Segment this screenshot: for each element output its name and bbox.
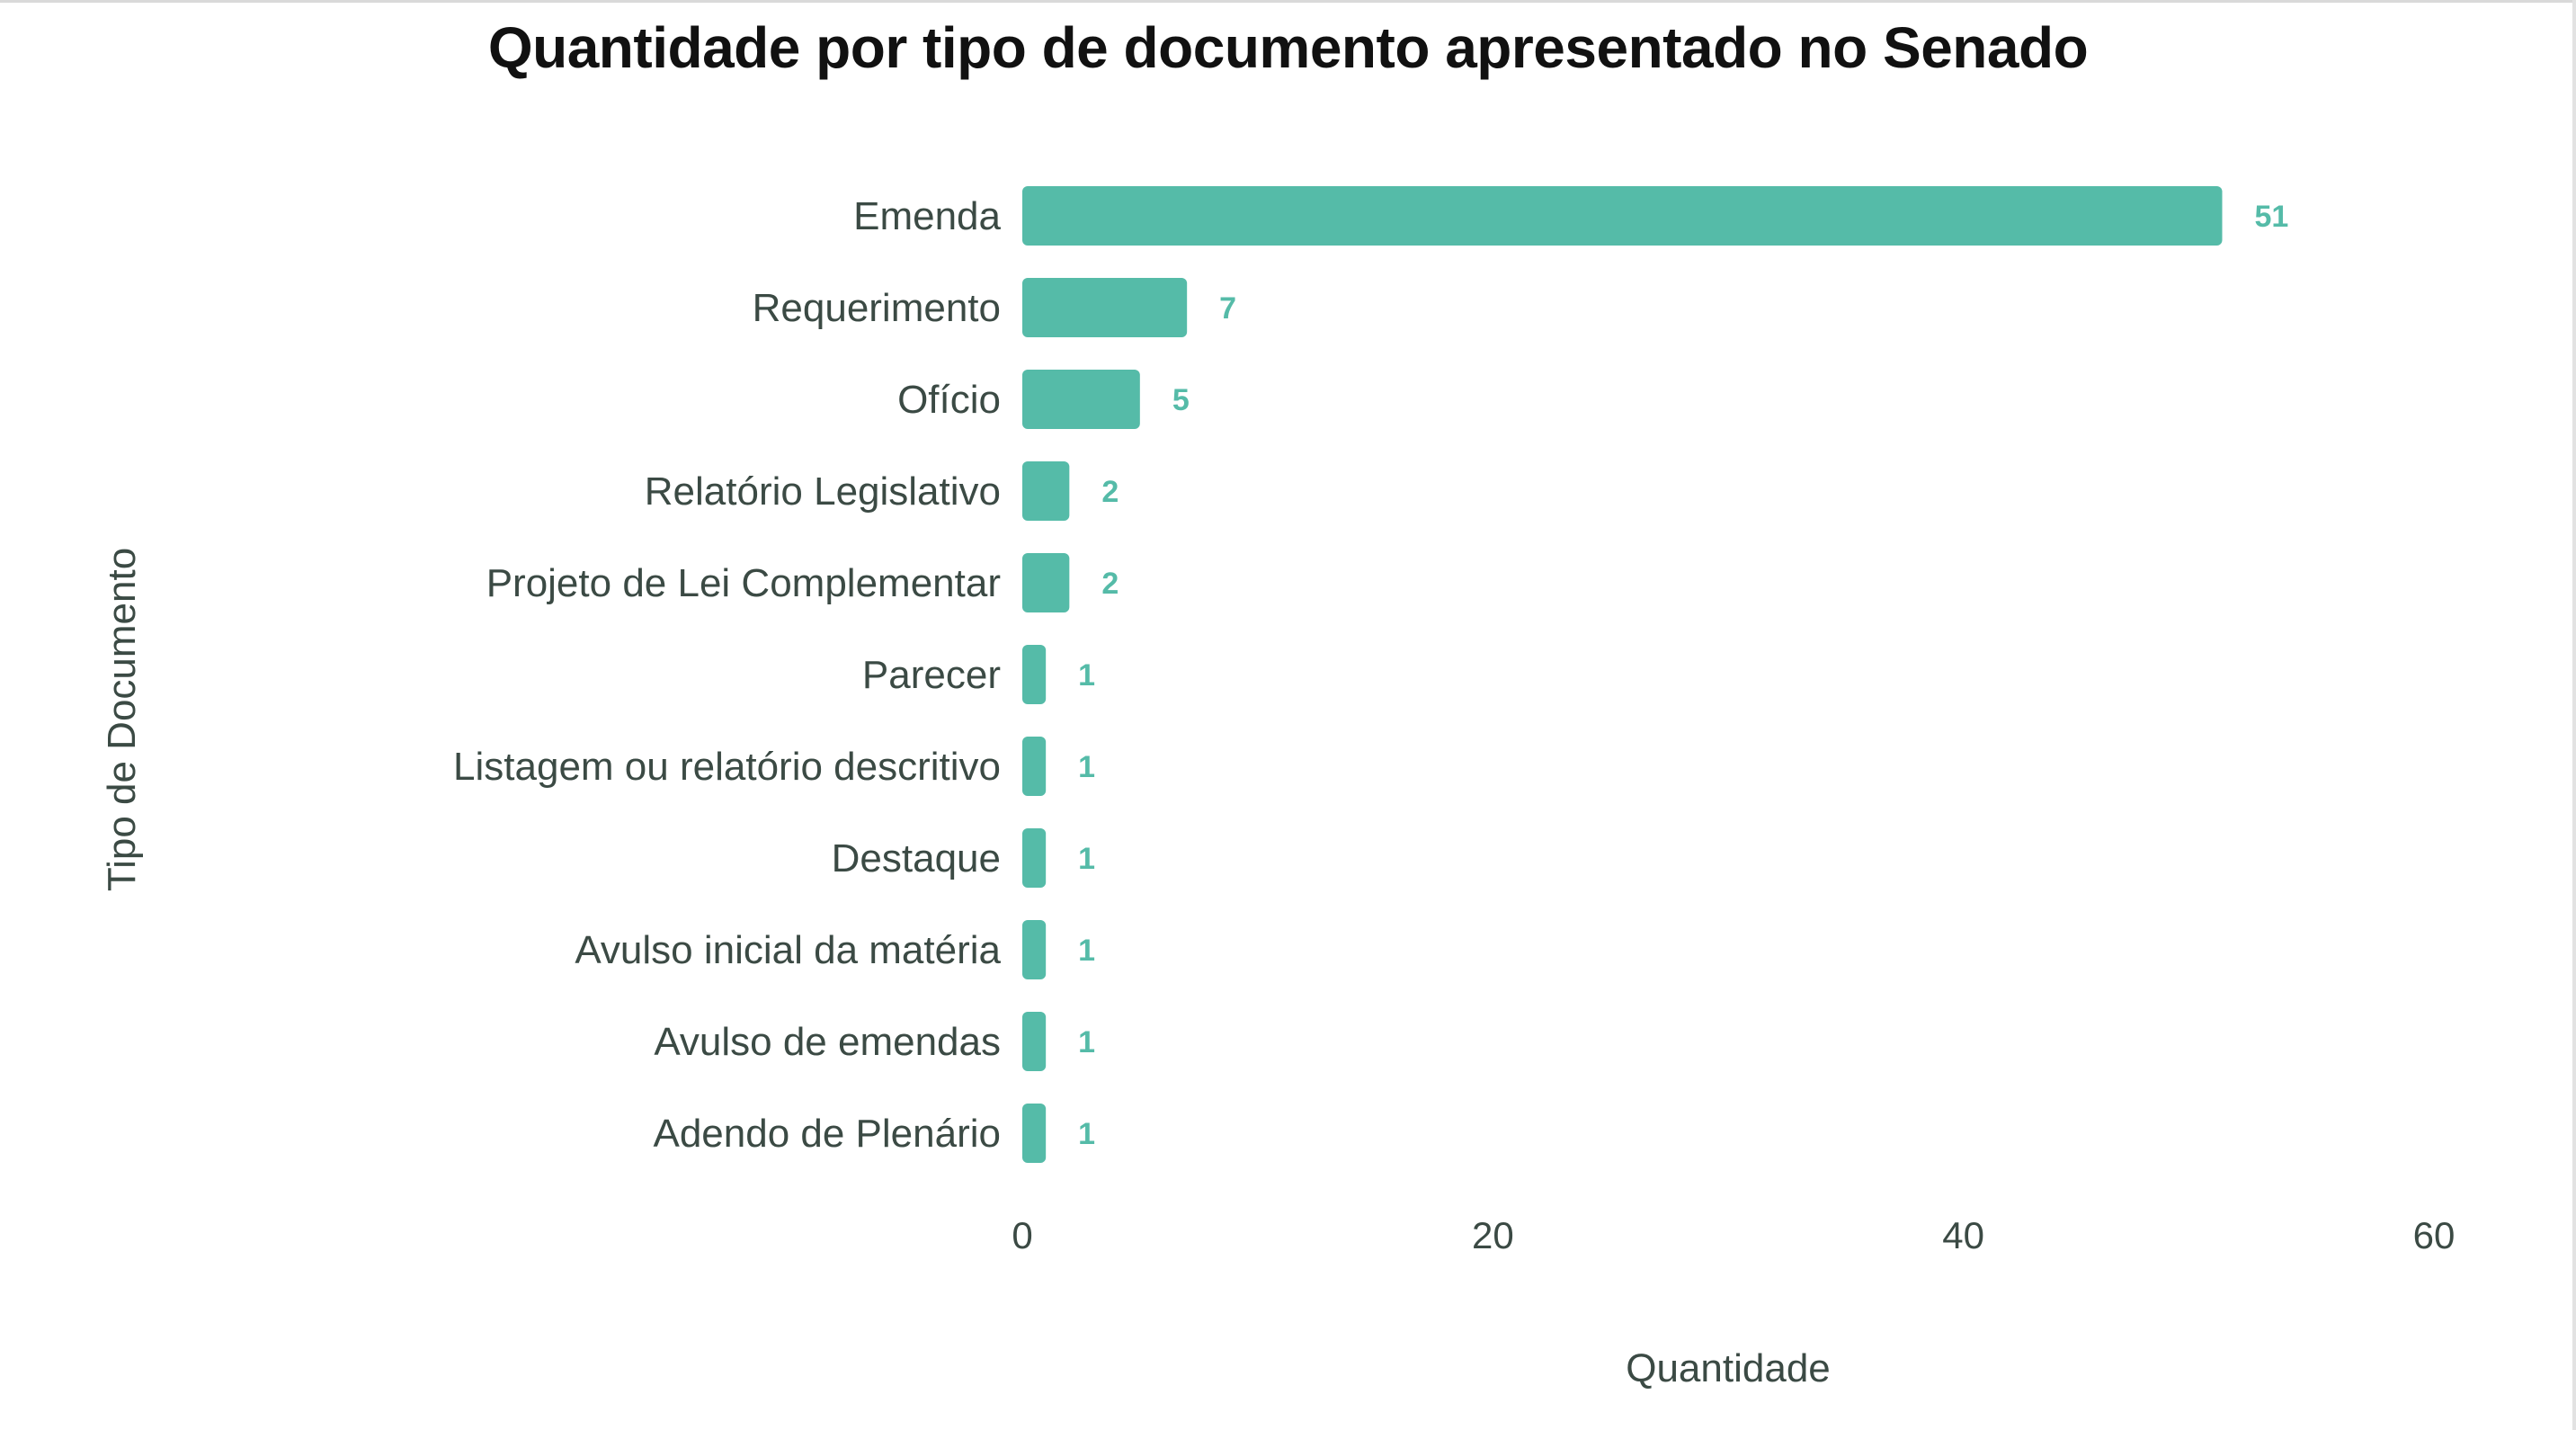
- right-border: [2572, 0, 2576, 1430]
- category-label: Parecer: [862, 653, 1001, 697]
- bar: [1022, 645, 1047, 704]
- value-label: 2: [1101, 567, 1119, 601]
- value-labels: 51 7 5 2 2 1 1 1 1 1 1: [1078, 200, 2288, 1151]
- value-label: 1: [1078, 658, 1095, 693]
- value-label: 7: [1219, 291, 1236, 326]
- bar: [1022, 553, 1070, 612]
- value-label: 5: [1172, 383, 1190, 417]
- x-axis-ticks: 0 20 40 60: [1012, 1214, 2455, 1256]
- category-label: Destaque: [832, 836, 1001, 880]
- chart-title: Quantidade por tipo de documento apresen…: [487, 15, 2089, 80]
- top-border: [0, 0, 2576, 3]
- category-label: Emenda: [853, 194, 1001, 238]
- bar: [1022, 186, 2223, 246]
- value-label: 2: [1101, 475, 1119, 509]
- value-label: 1: [1078, 1117, 1095, 1151]
- bar: [1022, 370, 1140, 429]
- bar: [1022, 461, 1070, 521]
- x-tick-label: 40: [1942, 1214, 1984, 1256]
- bars-layer: [1022, 186, 2223, 1163]
- x-axis-title: Quantidade: [1626, 1346, 1831, 1390]
- value-label: 1: [1078, 934, 1095, 968]
- category-label: Avulso de emendas: [654, 1020, 1001, 1064]
- category-label: Ofício: [897, 378, 1001, 422]
- bar: [1022, 1012, 1047, 1071]
- bar: [1022, 737, 1047, 796]
- value-label: 1: [1078, 842, 1095, 876]
- bar: [1022, 920, 1047, 979]
- category-label: Adendo de Plenário: [653, 1112, 1001, 1156]
- x-tick-label: 20: [1472, 1214, 1514, 1256]
- category-label: Avulso inicial da matéria: [575, 928, 1001, 972]
- bar: [1022, 278, 1188, 337]
- value-label: 1: [1078, 750, 1095, 784]
- category-labels: Emenda Requerimento Ofício Relatório Legisl…: [453, 194, 1001, 1156]
- bar: [1022, 828, 1047, 888]
- category-label: Relatório Legislativo: [645, 469, 1001, 514]
- value-label: 1: [1078, 1025, 1095, 1059]
- category-label: Projeto de Lei Complementar: [486, 561, 1001, 605]
- x-tick-label: 0: [1012, 1214, 1032, 1256]
- x-tick-label: 60: [2413, 1214, 2456, 1256]
- category-label: Listagem ou relatório descritivo: [453, 745, 1001, 789]
- category-label: Requerimento: [753, 286, 1001, 330]
- value-label: 51: [2255, 200, 2289, 234]
- bar: [1022, 1104, 1047, 1163]
- y-axis-title: Tipo de Documento: [100, 548, 144, 891]
